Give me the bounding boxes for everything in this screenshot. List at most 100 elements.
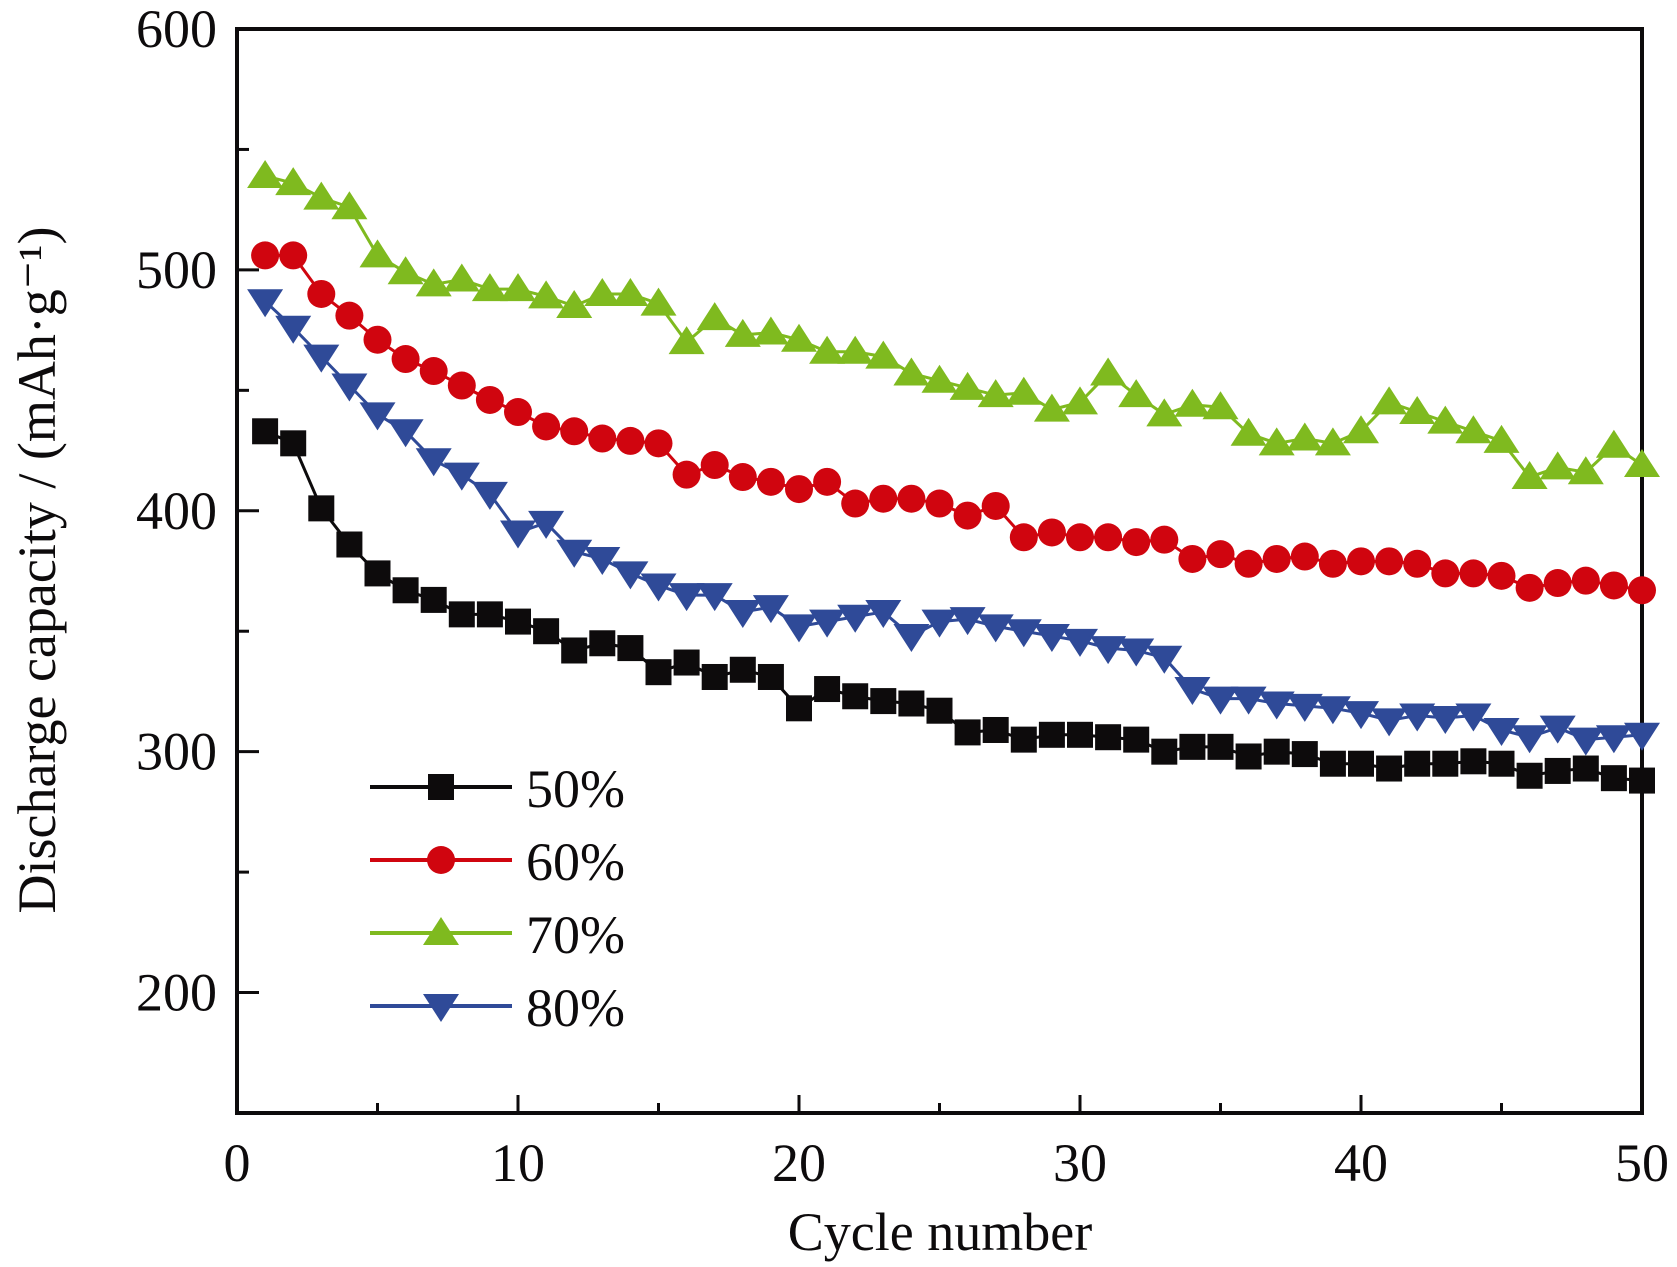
x-axis-title: Cycle number — [788, 1202, 1092, 1262]
data-point-50pct — [1151, 738, 1178, 765]
data-point-50pct — [954, 719, 981, 746]
data-point-50pct — [729, 656, 756, 683]
x-tick-label: 20 — [772, 1133, 826, 1193]
data-point-70pct — [1343, 415, 1379, 444]
data-point-70pct — [471, 273, 508, 302]
series-markers-60pct — [251, 241, 1656, 605]
data-point-60pct — [1599, 571, 1628, 600]
data-point-80pct — [556, 539, 593, 568]
data-point-70pct — [752, 316, 789, 345]
data-point-50pct — [533, 618, 560, 645]
data-point-60pct — [1543, 569, 1572, 598]
data-point-60pct — [363, 325, 392, 354]
data-point-70pct — [1427, 405, 1464, 434]
data-point-60pct — [1571, 566, 1600, 595]
data-point-50pct — [645, 659, 672, 686]
data-point-60pct — [1094, 523, 1123, 552]
data-point-50pct — [336, 531, 363, 558]
data-point-70pct — [1005, 376, 1042, 405]
data-point-70pct — [1314, 427, 1351, 456]
data-point-80pct — [359, 402, 396, 431]
data-point-80pct — [752, 595, 789, 624]
data-point-70pct — [1146, 398, 1183, 427]
data-point-50pct — [1319, 750, 1346, 777]
data-point-70pct — [865, 340, 902, 369]
legend-item-50pct: 50% — [370, 759, 625, 819]
data-point-80pct — [837, 604, 874, 633]
plot-frame — [235, 27, 1644, 1115]
series-markers-50pct — [252, 418, 1655, 794]
data-point-60pct — [1066, 523, 1094, 552]
legend: 50% 60% 70% 80% — [370, 759, 625, 1038]
axis-ticks — [235, 27, 1644, 1113]
data-point-60pct — [335, 301, 364, 330]
data-point-50pct — [1263, 738, 1290, 765]
data-point-80pct — [415, 448, 452, 477]
legend-marker-triangle-down-icon — [423, 994, 459, 1022]
data-point-70pct — [1090, 357, 1127, 386]
data-point-70pct — [809, 335, 846, 364]
data-point-50pct — [1010, 726, 1037, 753]
data-point-80pct — [1343, 701, 1379, 730]
series-markers — [247, 159, 1660, 794]
data-point-50pct — [673, 649, 700, 676]
data-point-60pct — [813, 467, 842, 496]
data-point-60pct — [251, 241, 280, 270]
data-point-80pct — [1595, 725, 1632, 754]
data-point-50pct — [1291, 741, 1318, 768]
data-point-50pct — [476, 601, 503, 628]
data-point-70pct — [275, 167, 312, 196]
data-point-80pct — [247, 289, 284, 318]
series-line-80pct — [264, 300, 1643, 742]
data-point-80pct — [1539, 715, 1576, 744]
data-point-60pct — [869, 484, 898, 513]
data-point-70pct — [415, 268, 452, 297]
data-point-80pct — [1033, 624, 1070, 653]
data-point-60pct — [841, 489, 870, 518]
data-point-50pct — [1179, 733, 1206, 760]
data-point-70pct — [837, 335, 874, 364]
data-point-70pct — [1511, 461, 1548, 490]
data-point-60pct — [785, 475, 813, 504]
data-point-70pct — [1399, 396, 1436, 425]
data-point-70pct — [1371, 386, 1408, 415]
data-point-50pct — [1488, 750, 1515, 777]
data-point-60pct — [672, 460, 701, 489]
data-point-50pct — [364, 560, 391, 587]
data-point-70pct — [331, 191, 368, 220]
data-point-50pct — [1432, 750, 1459, 777]
data-point-80pct — [1230, 686, 1267, 715]
data-point-80pct — [528, 510, 565, 539]
data-point-60pct — [756, 467, 785, 496]
data-point-70pct — [1230, 417, 1267, 446]
data-point-80pct — [781, 614, 817, 643]
data-point-60pct — [532, 412, 561, 441]
data-point-60pct — [728, 463, 757, 492]
data-point-60pct — [588, 424, 617, 453]
legend-marker-square-icon — [428, 774, 454, 800]
data-point-60pct — [700, 451, 729, 480]
data-point-80pct — [1090, 636, 1127, 665]
data-point-80pct — [724, 599, 761, 628]
series-markers-70pct — [247, 159, 1660, 490]
legend-marker-circle-icon — [427, 846, 455, 874]
legend-marker-triangle-up-icon — [423, 917, 459, 945]
data-point-70pct — [1062, 386, 1098, 415]
data-point-60pct — [1262, 544, 1291, 573]
data-point-60pct — [981, 491, 1010, 520]
data-point-80pct — [584, 546, 621, 575]
data-point-80pct — [1258, 691, 1295, 720]
data-point-70pct — [668, 326, 705, 355]
legend-item-70pct: 70% — [370, 905, 625, 965]
data-point-50pct — [1348, 750, 1374, 777]
data-point-50pct — [505, 608, 531, 635]
data-point-60pct — [447, 371, 476, 400]
data-point-80pct — [1005, 619, 1042, 648]
data-point-70pct — [949, 371, 986, 400]
x-tick-label: 40 — [1334, 1133, 1388, 1193]
data-point-70pct — [1483, 424, 1520, 453]
data-point-60pct — [616, 426, 645, 455]
series-lines — [264, 174, 1643, 783]
data-point-80pct — [303, 344, 340, 373]
data-point-50pct — [1067, 721, 1093, 748]
